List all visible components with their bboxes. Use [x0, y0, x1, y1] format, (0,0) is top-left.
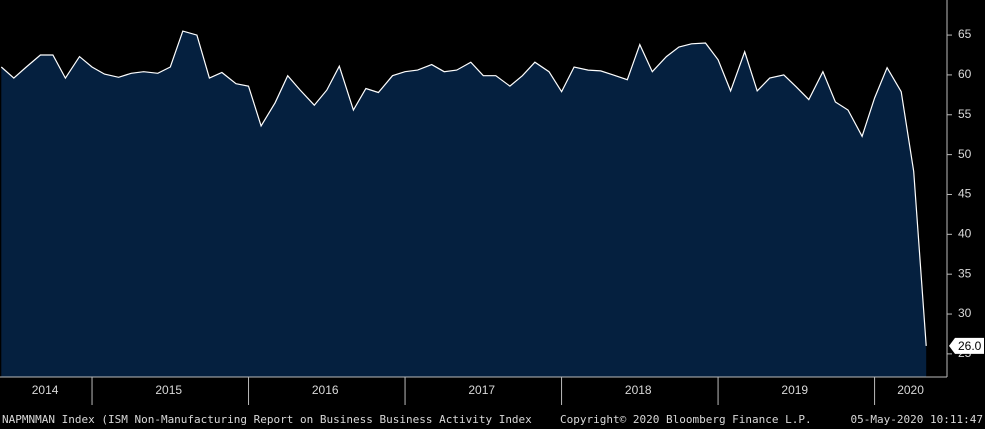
x-tick-label: 2015 [155, 383, 182, 397]
x-tick-label: 2017 [468, 383, 495, 397]
y-tick-label: 55 [958, 107, 972, 121]
y-tick-label: 65 [958, 27, 972, 41]
area [1, 31, 927, 377]
copyright: Copyright© 2020 Bloomberg Finance L.P. [560, 413, 812, 426]
x-tick-label: 2018 [625, 383, 652, 397]
y-tick-label: 30 [958, 306, 972, 320]
x-tick-label: 2016 [312, 383, 339, 397]
line [0, 30, 927, 346]
y-tick-label: 40 [958, 227, 972, 241]
x-tick-label: 2014 [32, 383, 59, 397]
plot-area [0, 30, 927, 377]
last-value-label: 26.0 [958, 339, 982, 353]
y-tick-label: 60 [958, 67, 972, 81]
x-tick-label: 2020 [897, 383, 924, 397]
source-label: NAPMNMAN Index (ISM Non-Manufacturing Re… [2, 413, 532, 426]
last-value-tag [949, 337, 984, 354]
timestamp: 05-May-2020 10:11:47 [851, 413, 983, 426]
y-tick-label: 45 [958, 187, 972, 201]
y-tick-label: 35 [958, 266, 972, 280]
x-tick-label: 2019 [781, 383, 808, 397]
y-tick-label: 50 [958, 147, 972, 161]
